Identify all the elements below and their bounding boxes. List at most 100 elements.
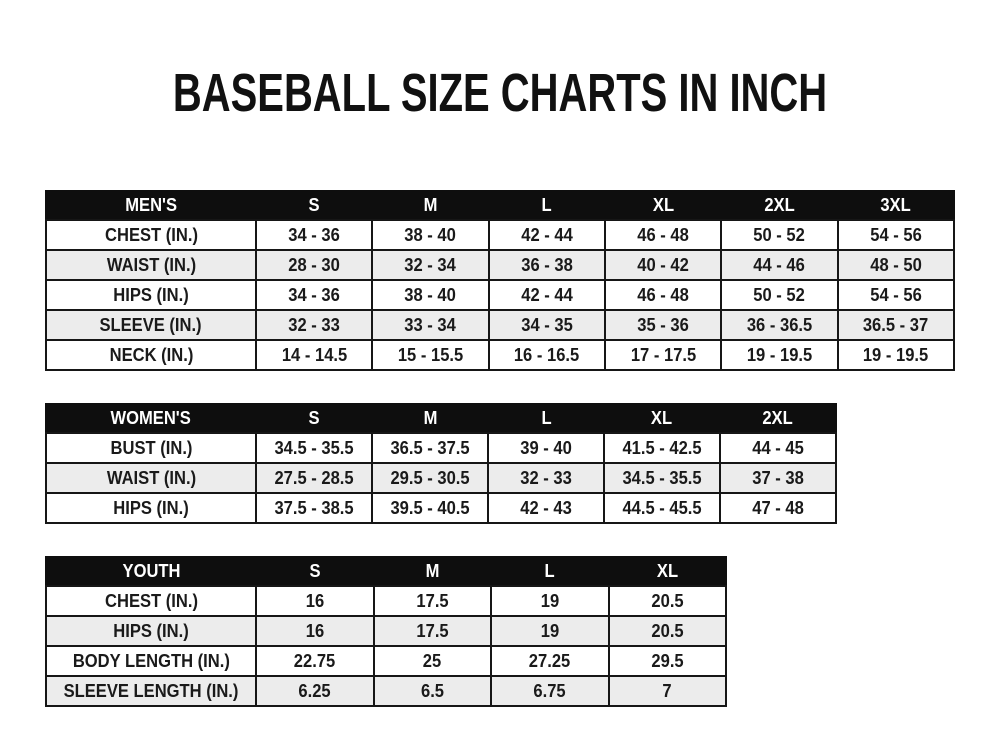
size-value-cell: 36 - 36.5 <box>720 309 839 341</box>
group-header: WOMEN'S <box>45 403 257 434</box>
size-value-cell: 6.5 <box>372 675 492 707</box>
size-value-cell: 42 - 43 <box>487 492 605 524</box>
size-value-cell: 34.5 - 35.5 <box>603 462 721 494</box>
size-value: 6.25 <box>298 680 331 701</box>
size-value-cell: 40 - 42 <box>603 249 723 281</box>
size-value: 34.5 - 35.5 <box>622 467 702 488</box>
header-row: YOUTH S M L XL <box>45 556 727 587</box>
size-value-cell: 42 - 44 <box>487 219 606 251</box>
size-value: 19 - 19.5 <box>746 344 813 365</box>
size-value-cell: 50 - 52 <box>720 219 839 251</box>
size-value-cell: 44.5 - 45.5 <box>603 492 721 524</box>
column-header: L <box>487 403 605 434</box>
column-header: 3XL <box>836 190 956 221</box>
size-value: 19 <box>540 590 559 611</box>
size-value: 29.5 <box>651 650 684 671</box>
size-value: 54 - 56 <box>870 224 922 245</box>
size-value-cell: 20.5 <box>607 615 727 647</box>
size-value: 39.5 - 40.5 <box>390 497 470 518</box>
table-row: SLEEVE LENGTH (IN.) 6.25 6.5 6.75 7 <box>45 675 727 707</box>
size-value-cell: 29.5 <box>607 645 727 677</box>
size-value: 41.5 - 42.5 <box>622 437 702 458</box>
row-label: BUST (IN.) <box>110 437 192 458</box>
size-value: 46 - 48 <box>637 224 689 245</box>
row-label: WAIST (IN.) <box>106 467 196 488</box>
header-label: L <box>541 195 552 215</box>
size-value: 32 - 34 <box>404 254 457 275</box>
size-value-cell: 37.5 - 38.5 <box>255 492 373 524</box>
header-label: L <box>540 408 552 428</box>
header-label: WOMEN'S <box>110 408 192 428</box>
size-value-cell: 42 - 44 <box>487 279 606 311</box>
size-value-cell: 47 - 48 <box>719 492 837 524</box>
size-value-cell: 46 - 48 <box>603 279 723 311</box>
table-row: WAIST (IN.) 27.5 - 28.5 29.5 - 30.5 32 - 33… <box>45 462 837 494</box>
size-value: 35 - 36 <box>637 314 689 335</box>
row-label-cell: CHEST (IN.) <box>45 219 257 251</box>
size-value: 17 - 17.5 <box>630 344 696 365</box>
row-label-cell: HIPS (IN.) <box>45 615 257 647</box>
header-label: M <box>423 408 437 428</box>
size-value-cell: 54 - 56 <box>836 219 956 251</box>
size-value-cell: 17.5 <box>372 615 492 647</box>
column-header: 2XL <box>720 190 839 221</box>
size-value-cell: 19 - 19.5 <box>836 339 956 371</box>
size-value: 16 <box>305 590 324 611</box>
size-value: 36 - 38 <box>521 254 573 275</box>
table-row: WAIST (IN.) 28 - 30 32 - 34 36 - 38 40 - 42 4… <box>45 249 956 281</box>
size-value-cell: 34.5 - 35.5 <box>255 432 373 464</box>
row-label-cell: HIPS (IN.) <box>45 279 257 311</box>
column-header: M <box>371 403 489 434</box>
size-value: 36.5 - 37 <box>863 314 929 335</box>
size-value: 44 - 45 <box>752 437 804 458</box>
size-value-cell: 16 <box>255 615 375 647</box>
size-value-cell: 27.5 - 28.5 <box>255 462 373 494</box>
column-header: L <box>487 190 606 221</box>
size-value-cell: 22.75 <box>255 645 375 677</box>
row-label: HIPS (IN.) <box>113 620 189 641</box>
size-value: 16 <box>305 620 324 641</box>
table-row: NECK (IN.) 14 - 14.5 15 - 15.5 16 - 16.5 17 … <box>45 339 956 371</box>
size-value-cell: 25 <box>372 645 492 677</box>
row-label: CHEST (IN.) <box>104 224 198 245</box>
size-value: 39 - 40 <box>520 437 572 458</box>
size-value: 32 - 33 <box>520 467 572 488</box>
size-value: 38 - 40 <box>404 224 457 245</box>
table-row: CHEST (IN.) 34 - 36 38 - 40 42 - 44 46 - 48 5… <box>45 219 956 251</box>
size-value: 32 - 33 <box>288 314 340 335</box>
table-row: HIPS (IN.) 37.5 - 38.5 39.5 - 40.5 42 - 43 4… <box>45 492 837 524</box>
page-title: BASEBALL SIZE CHARTS IN INCH <box>172 63 828 123</box>
size-value-cell: 44 - 46 <box>720 249 839 281</box>
size-value-cell: 20.5 <box>607 585 727 617</box>
size-value: 34.5 - 35.5 <box>274 437 354 458</box>
row-label: HIPS (IN.) <box>113 284 189 305</box>
size-value-cell: 41.5 - 42.5 <box>603 432 721 464</box>
row-label: CHEST (IN.) <box>104 590 198 611</box>
size-value: 44.5 - 45.5 <box>622 497 702 518</box>
size-value: 22.75 <box>294 650 336 671</box>
size-value: 54 - 56 <box>870 284 922 305</box>
size-value-cell: 34 - 35 <box>487 309 606 341</box>
size-value: 34 - 36 <box>288 284 340 305</box>
header-row: WOMEN'S S M L XL 2XL <box>45 403 837 434</box>
size-value-cell: 27.25 <box>490 645 610 677</box>
size-value: 27.5 - 28.5 <box>274 467 354 488</box>
header-label: M <box>423 195 438 215</box>
size-value: 20.5 <box>651 590 684 611</box>
size-value-cell: 16 <box>255 585 375 617</box>
table-row: HIPS (IN.) 34 - 36 38 - 40 42 - 44 46 - 48 50… <box>45 279 956 311</box>
header-label: MEN'S <box>125 195 177 215</box>
row-label: NECK (IN.) <box>109 344 193 365</box>
column-header: S <box>254 190 374 221</box>
size-value: 34 - 36 <box>288 224 340 245</box>
row-label-cell: NECK (IN.) <box>45 339 257 371</box>
size-value-cell: 6.75 <box>490 675 610 707</box>
size-value-cell: 38 - 40 <box>371 279 490 311</box>
youth-size-table: YOUTH S M L XL CHEST (IN.) 16 17.5 19 20.5 HIPS (I… <box>45 556 727 707</box>
header-label: L <box>544 561 555 581</box>
size-value: 33 - 34 <box>404 314 457 335</box>
size-value-cell: 17.5 <box>372 585 492 617</box>
header-label: S <box>308 195 320 215</box>
table-row: BUST (IN.) 34.5 - 35.5 36.5 - 37.5 39 - 40 4… <box>45 432 837 464</box>
size-value-cell: 15 - 15.5 <box>371 339 490 371</box>
